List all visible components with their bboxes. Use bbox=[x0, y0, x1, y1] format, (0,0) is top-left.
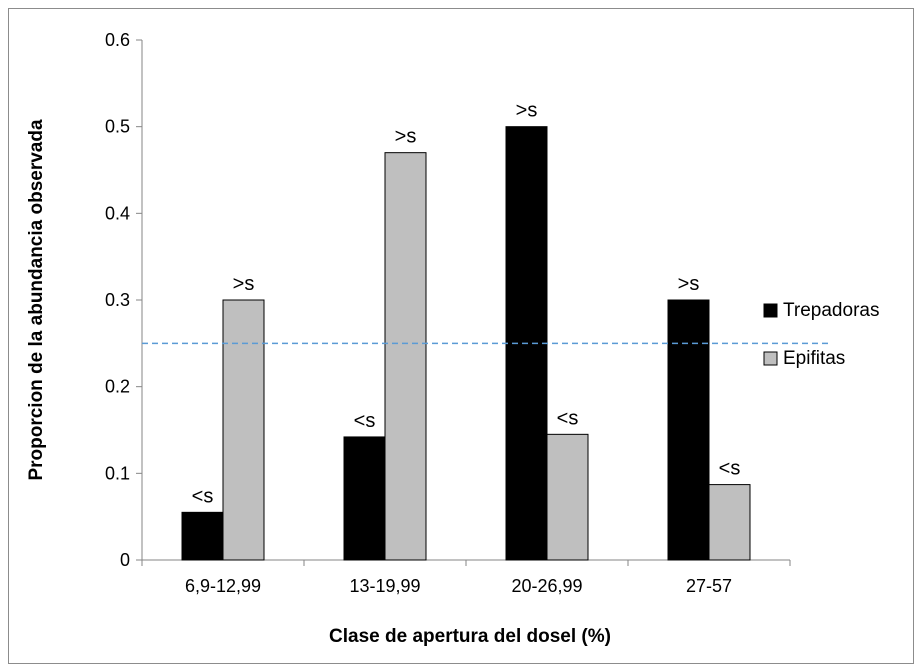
y-axis-title: Proporcion de la abundancia observada bbox=[26, 119, 47, 481]
epifitas-legend-label: Epifitas bbox=[783, 348, 845, 369]
bar-significance-label: >s bbox=[395, 126, 417, 148]
bar-significance-label: >s bbox=[678, 273, 700, 295]
trepadoras-legend-swatch bbox=[763, 303, 778, 318]
bar-significance-label: <s bbox=[354, 410, 376, 432]
bar-significance-label: <s bbox=[719, 458, 741, 480]
chart-frame bbox=[8, 8, 914, 664]
y-tick-label: 0.2 bbox=[105, 377, 130, 397]
x-tick-label: 13-19,99 bbox=[349, 576, 420, 596]
bar-significance-label: <s bbox=[557, 407, 579, 429]
y-tick-label: 0.4 bbox=[105, 203, 130, 223]
epifitas-legend-swatch bbox=[763, 351, 778, 366]
bar-labels: <s >s <s >s >s <s >s <s bbox=[192, 100, 741, 508]
x-tick-label: 6,9-12,99 bbox=[185, 576, 261, 596]
trepadoras-bar bbox=[343, 436, 386, 561]
y-tick-label: 0.3 bbox=[105, 290, 130, 310]
y-tick-label: 0.1 bbox=[105, 463, 130, 483]
x-axis-title: Clase de apertura del dosel (%) bbox=[329, 626, 611, 647]
y-axis: 0 0.1 0.2 0.3 0.4 0.5 0.6 bbox=[105, 30, 143, 570]
epifitas-bar bbox=[222, 299, 265, 561]
y-tick-label: 0.5 bbox=[105, 117, 130, 137]
legend: Trepadoras Epifitas bbox=[763, 300, 879, 369]
x-tick-label: 20-26,99 bbox=[511, 576, 582, 596]
trepadoras-legend-label: Trepadoras bbox=[783, 300, 879, 321]
bar-significance-label: >s bbox=[233, 273, 255, 295]
epifitas-bar bbox=[546, 433, 589, 561]
x-axis: 6,9-12,99 13-19,99 20-26,99 27-57 bbox=[141, 559, 791, 596]
epifitas-bar bbox=[708, 484, 751, 561]
epifitas-bar bbox=[384, 152, 427, 561]
trepadoras-bar bbox=[181, 511, 224, 561]
bar-significance-label: >s bbox=[516, 100, 538, 122]
trepadoras-bar bbox=[667, 299, 710, 561]
x-tick-label: 27-57 bbox=[686, 576, 732, 596]
bar-significance-label: <s bbox=[192, 485, 214, 507]
y-tick-label: 0 bbox=[120, 550, 130, 570]
y-tick-label: 0.6 bbox=[105, 30, 130, 50]
